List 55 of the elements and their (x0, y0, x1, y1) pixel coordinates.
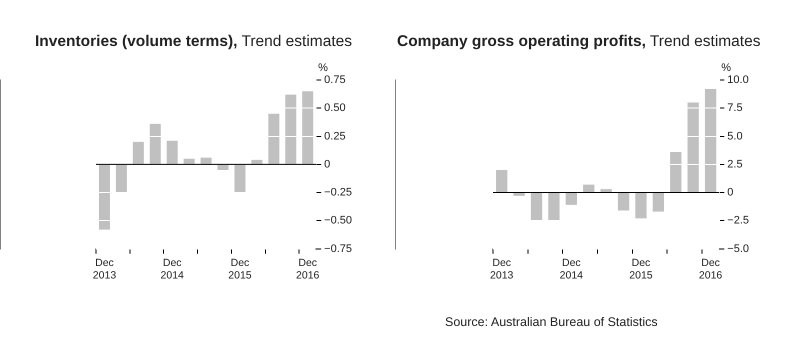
y-tick-label: 10.0 (727, 74, 749, 86)
bar (150, 124, 161, 164)
source-note: Source: Australian Bureau of Statistics (445, 315, 658, 329)
bar (583, 184, 594, 192)
bar (530, 193, 542, 221)
x-tick-label: Dec 2016 (698, 256, 722, 282)
chart-title: Company gross operating profits, (397, 33, 646, 50)
y-tick-label: 0.75 (324, 74, 346, 86)
bar (166, 140, 178, 164)
y-tick-label: 0.50 (324, 102, 346, 114)
y-axis-title: % (318, 62, 328, 74)
bar (285, 94, 296, 164)
bar (496, 170, 508, 192)
bar (635, 193, 647, 218)
y-tick-label: 0 (727, 186, 734, 199)
x-tick-label: Dec 2015 (629, 256, 653, 282)
y-tick-label: 7.5 (727, 102, 743, 114)
bar (688, 102, 699, 192)
bar (652, 193, 664, 212)
bar (251, 160, 262, 164)
bar (184, 158, 195, 164)
y-tick-label: −0.25 (324, 186, 352, 199)
y-tick-label: 0.25 (324, 130, 346, 142)
bar (513, 193, 525, 196)
y-tick-label: −0.75 (324, 242, 352, 255)
y-tick-label: 2.5 (727, 158, 743, 170)
y-axis-title: % (721, 62, 732, 74)
bar (302, 91, 314, 164)
bar (600, 189, 612, 192)
bar (200, 158, 212, 164)
x-tick-label: Dec 2014 (560, 256, 584, 282)
bar (548, 193, 560, 221)
y-tick-label: −2.5 (727, 214, 750, 227)
bar (670, 152, 682, 192)
chart-subtitle: Trend estimates (240, 33, 352, 50)
x-tick-label: Dec 2015 (228, 256, 252, 282)
x-tick-label: Dec 2016 (296, 256, 320, 282)
y-tick-label: 5.0 (727, 130, 743, 142)
y-tick-label: 0 (324, 158, 330, 170)
x-tick-label: Dec 2014 (160, 256, 184, 282)
bar (218, 164, 229, 170)
bar (566, 193, 577, 205)
y-tick-label: −5.0 (727, 242, 750, 255)
bar (618, 193, 630, 211)
bar (132, 142, 144, 164)
x-tick-label: Dec 2013 (92, 256, 116, 282)
chart-subtitle: Trend estimates (648, 33, 760, 50)
chart-title: Inventories (volume terms), (35, 33, 238, 50)
y-tick-label: −0.50 (324, 214, 352, 227)
bar (116, 164, 127, 193)
bar (268, 114, 280, 164)
bar (234, 164, 246, 193)
bar (98, 164, 110, 230)
x-tick-label: Dec 2013 (490, 256, 514, 282)
bar (704, 89, 716, 192)
